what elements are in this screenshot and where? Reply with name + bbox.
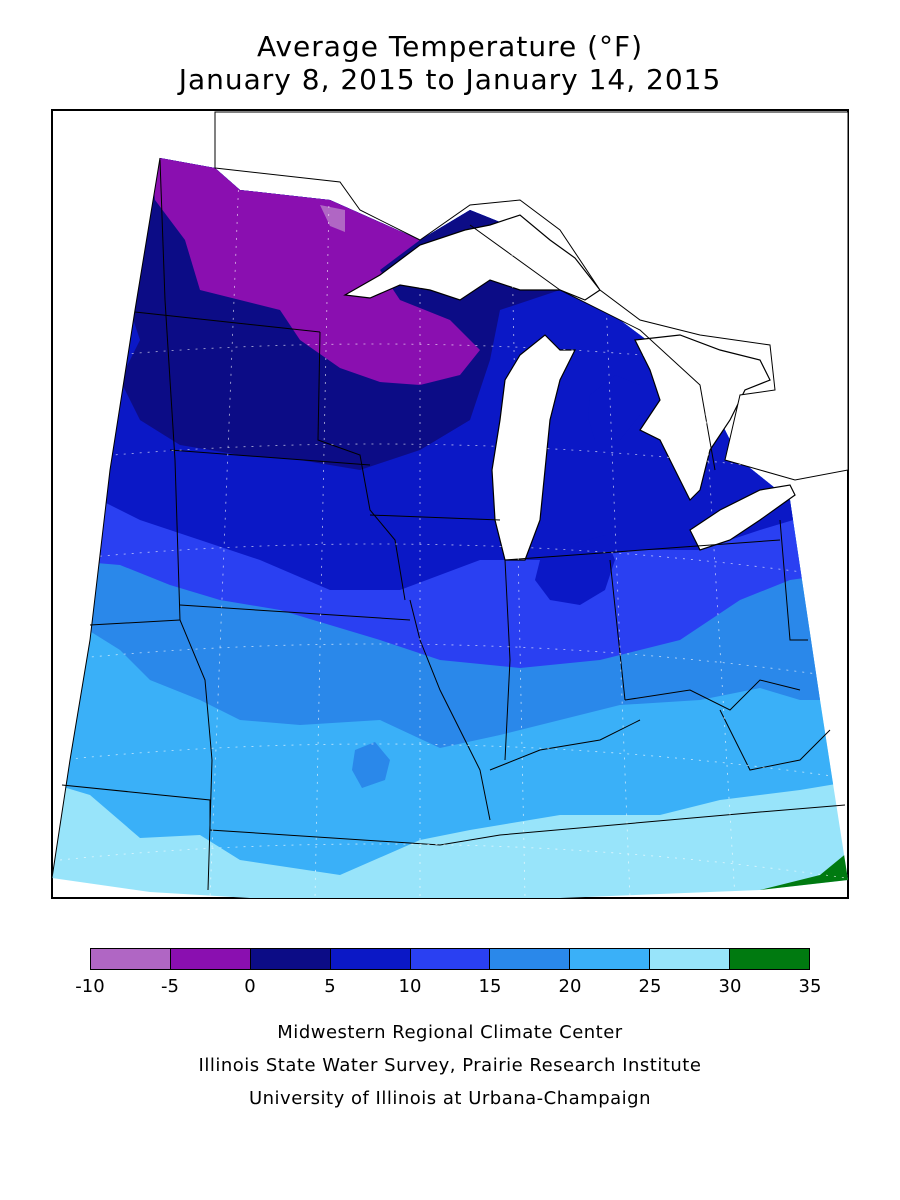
legend-tick-label: 35 (798, 976, 822, 997)
legend-tick-label: 10 (398, 976, 422, 997)
legend-swatch-3 (330, 949, 411, 969)
canada-region (214, 111, 849, 481)
legend-tick-label: 15 (478, 976, 502, 997)
ohio-river-line (624, 679, 801, 711)
domain-edge (51, 157, 161, 879)
band-below-minus5 (320, 205, 345, 232)
credit-line-1: Midwestern Regional Climate Center (277, 1022, 623, 1043)
legend-swatch-5 (490, 949, 571, 969)
color-legend (90, 948, 810, 970)
legend-tick-label: 5 (324, 976, 336, 997)
mississippi-line (409, 599, 491, 821)
legend-ticks: -10 -5 0 5 10 15 20 25 30 35 (75, 976, 821, 1000)
mn-wi-line (317, 331, 406, 601)
legend-tick-label: 30 (718, 976, 742, 997)
credit-line-2: Illinois State Water Survey, Prairie Res… (198, 1055, 702, 1076)
il-in-line (504, 559, 511, 761)
state-boundaries (61, 159, 846, 891)
legend-tick-label: 0 (244, 976, 256, 997)
credit-line-3: University of Illinois at Urbana-Champai… (248, 1088, 652, 1109)
ne-ks-line (89, 619, 181, 626)
legend-tick-label: 20 (558, 976, 582, 997)
legend-swatch-0 (91, 949, 171, 969)
lake-huron (634, 334, 771, 502)
lake-erie (689, 484, 796, 551)
unplotted-land (214, 111, 849, 481)
legend-tick-label: -10 (75, 976, 105, 997)
legend-swatch-7 (650, 949, 731, 969)
graticule (59, 158, 848, 898)
band-minus5-0 (150, 158, 480, 385)
legend-swatch-2 (250, 949, 331, 969)
mi-line (469, 224, 716, 471)
lake-superior (343, 214, 601, 301)
wv-line (719, 709, 831, 771)
pocket-missouri (352, 742, 390, 788)
pocket-south-michigan (535, 535, 615, 605)
lake-michigan (491, 334, 576, 561)
wi-il-line (369, 514, 501, 521)
oh-pa-line (779, 519, 808, 641)
map-title: Average Temperature (°F) (256, 30, 644, 63)
tn-line (61, 784, 846, 846)
legend-swatch-6 (570, 949, 651, 969)
great-lakes (343, 214, 796, 561)
ky-line (489, 719, 641, 771)
map-date-range: January 8, 2015 to January 14, 2015 (178, 63, 722, 96)
legend-swatch-8 (730, 949, 810, 969)
nd-sd-line (134, 311, 321, 333)
sd-line (169, 449, 371, 466)
legend-tick-label: -5 (161, 976, 179, 997)
legend-tick-label: 25 (638, 976, 662, 997)
legend-swatch-4 (410, 949, 491, 969)
in-oh-line (609, 559, 626, 701)
ia-mo-line (179, 604, 411, 621)
legend-swatch-1 (170, 949, 251, 969)
mi-south-line (504, 539, 781, 561)
pocket-north-michigan (588, 375, 640, 440)
